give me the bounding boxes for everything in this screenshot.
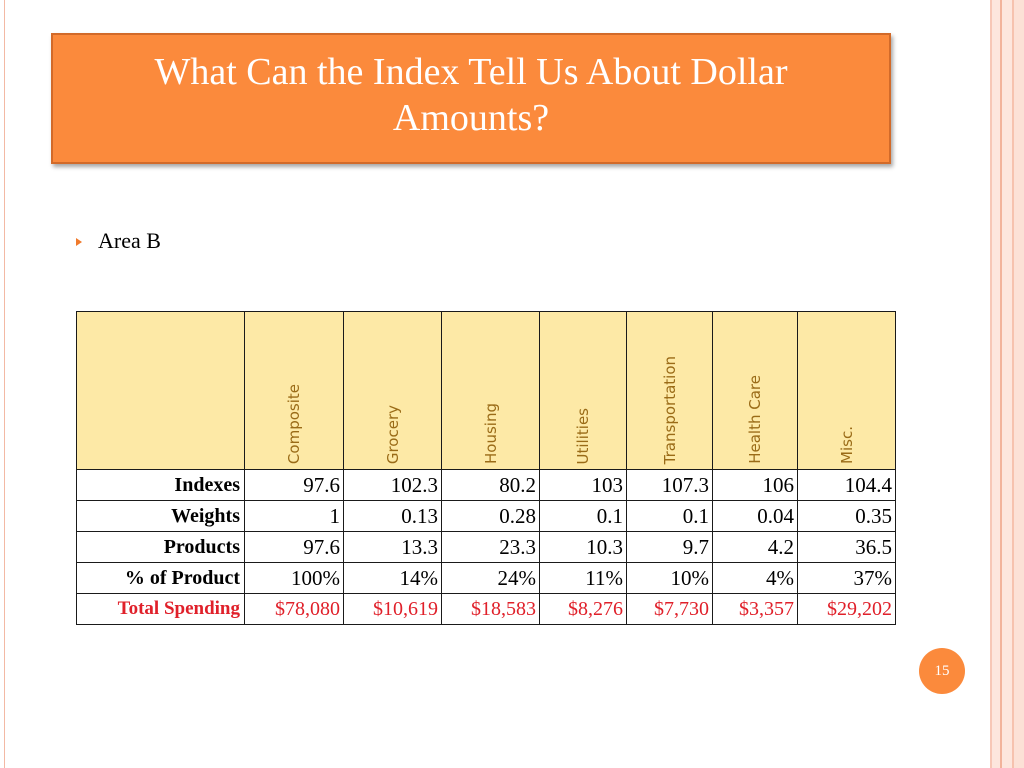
slide-title: What Can the Index Tell Us About Dollar … <box>154 50 788 139</box>
table-cell: 37% <box>797 562 896 594</box>
column-header-label: Health Care <box>746 375 764 464</box>
column-header: Misc. <box>797 311 896 470</box>
table-cell: 107.3 <box>626 469 713 501</box>
column-header: Grocery <box>343 311 442 470</box>
table-row-total-spending: Total Spending $78,080 $10,619 $18,583 $… <box>76 593 896 625</box>
table-cell: $29,202 <box>797 593 896 625</box>
row-label: Total Spending <box>76 593 245 625</box>
table-cell: 10.3 <box>539 531 627 563</box>
table-cell: $78,080 <box>244 593 344 625</box>
table-cell: 106 <box>712 469 798 501</box>
column-header-label: Transportation <box>660 355 679 464</box>
table-cell: 103 <box>539 469 627 501</box>
right-border-stripes <box>986 0 1024 768</box>
table-cell: 0.1 <box>626 500 713 532</box>
column-header-label: Grocery <box>383 404 402 464</box>
left-border-line <box>4 0 5 768</box>
table-cell: $10,619 <box>343 593 442 625</box>
table-cell: 0.35 <box>797 500 896 532</box>
table-row-weights: Weights 1 0.13 0.28 0.1 0.1 0.04 0.35 <box>76 500 896 532</box>
table-cell: 80.2 <box>441 469 540 501</box>
table-cell: 0.28 <box>441 500 540 532</box>
table-cell: 0.1 <box>539 500 627 532</box>
table-cell: 4.2 <box>712 531 798 563</box>
table-cell: 102.3 <box>343 469 442 501</box>
bullet-item: Area B <box>76 228 161 254</box>
table-cell: 14% <box>343 562 442 594</box>
row-label: Weights <box>76 500 245 532</box>
table-cell: $18,583 <box>441 593 540 625</box>
table-cell: 97.6 <box>244 531 344 563</box>
table-cell: 23.3 <box>441 531 540 563</box>
table-header-row: Composite Grocery Housing Utilities Tran… <box>76 311 896 470</box>
table-cell: 4% <box>712 562 798 594</box>
row-label: % of Product <box>76 562 245 594</box>
header-corner-cell <box>76 311 245 470</box>
column-header-label: Composite <box>285 383 303 464</box>
column-header: Transportation <box>626 311 713 470</box>
bullet-text: Area B <box>98 228 161 253</box>
table-cell: $7,730 <box>626 593 713 625</box>
table-cell: 24% <box>441 562 540 594</box>
table-cell: 100% <box>244 562 344 594</box>
row-label: Indexes <box>76 469 245 501</box>
bullet-arrow-icon <box>76 238 82 246</box>
table-cell: $3,357 <box>712 593 798 625</box>
column-header: Composite <box>244 311 344 470</box>
table-cell: 1 <box>244 500 344 532</box>
column-header-label: Utilities <box>574 407 592 464</box>
column-header-label: Misc. <box>837 426 856 464</box>
column-header-label: Housing <box>481 403 500 464</box>
table-cell: 0.04 <box>712 500 798 532</box>
table-cell: 13.3 <box>343 531 442 563</box>
table-cell: 11% <box>539 562 627 594</box>
table-cell: 10% <box>626 562 713 594</box>
column-header: Utilities <box>539 311 627 470</box>
table-row-products: Products 97.6 13.3 23.3 10.3 9.7 4.2 36.… <box>76 531 896 563</box>
page-number-badge: 15 <box>919 648 965 694</box>
table-cell: 104.4 <box>797 469 896 501</box>
index-table: Composite Grocery Housing Utilities Tran… <box>76 311 896 625</box>
column-header: Health Care <box>712 311 798 470</box>
title-box: What Can the Index Tell Us About Dollar … <box>51 33 891 164</box>
table-cell: 0.13 <box>343 500 442 532</box>
table-cell: 36.5 <box>797 531 896 563</box>
page-number: 15 <box>934 662 950 679</box>
table-row-indexes: Indexes 97.6 102.3 80.2 103 107.3 106 10… <box>76 469 896 501</box>
column-header: Housing <box>441 311 540 470</box>
row-label: Products <box>76 531 245 563</box>
table-cell: 97.6 <box>244 469 344 501</box>
table-cell: 9.7 <box>626 531 713 563</box>
table-row-percent-of-product: % of Product 100% 14% 24% 11% 10% 4% 37% <box>76 562 896 594</box>
table-cell: $8,276 <box>539 593 627 625</box>
